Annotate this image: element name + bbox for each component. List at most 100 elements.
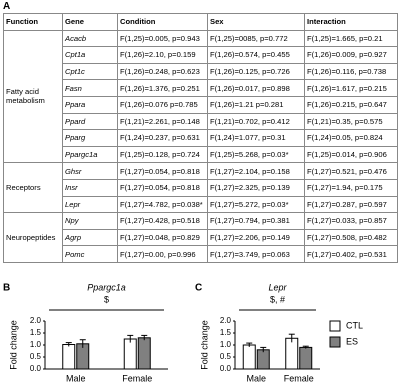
chart-title: Ppargc1a xyxy=(87,282,126,292)
legend-swatch xyxy=(329,320,341,332)
y-tick-label: 1.5 xyxy=(220,328,232,337)
y-tick-label: 2.0 xyxy=(30,316,42,325)
stat-cell: F(1,24)=0.237, p=0.631 xyxy=(117,129,208,147)
stat-cell: F(1,25)=0.005, p=0.943 xyxy=(117,29,208,48)
table-row: Lepr F(1,27)=4.782, p=0.038* F(1,27)=5.272… xyxy=(4,195,398,214)
gene: Cpt1c xyxy=(62,62,118,81)
table-row: Pomc F(1,27)=0.00, p=0.996 F(1,27)=3.749, … xyxy=(4,245,398,263)
stat-cell: F(1,25)=5.268, p=0.03* xyxy=(207,145,305,164)
chart-title: Lepr xyxy=(268,282,287,292)
bar xyxy=(256,349,270,370)
stat-cell: F(1,27)=2.206, p=0.149 xyxy=(207,228,305,247)
table-row: Agrp F(1,27)=0.048, p=0.829 F(1,27)=2.206,… xyxy=(4,228,398,247)
stat-cell: F(1,25)=0085, p=0.772 xyxy=(207,29,305,48)
stat-cell: F(1,21)=2.261, p=0.148 xyxy=(117,112,208,131)
stat-cell: F(1,26)=0.248, p=0.623 xyxy=(117,62,208,81)
legend-label: CTL xyxy=(346,320,363,330)
table-row: Ppard F(1,21)=2.261, p=0.148 F(1,21)=0.702… xyxy=(4,112,398,131)
stats-table: Function Gene Condition Sex Interaction Fatty… xyxy=(3,13,398,263)
legend-label: ES xyxy=(346,336,358,346)
gene: Ppard xyxy=(62,112,118,131)
header-cell: Condition xyxy=(117,13,208,31)
stat-cell: F(1,27)=0.287, p=0.597 xyxy=(304,195,398,214)
header-cell: Function xyxy=(3,13,63,31)
table-row: Insr F(1,27)=0.054, p=0.818 F(1,27)=2.325,… xyxy=(4,178,398,197)
stat-cell: F(1,24)=0.05, p=0.824 xyxy=(304,129,398,147)
table-row: Cpt1c F(1,26)=0.248, p=0.623 F(1,26)=0.125… xyxy=(4,62,398,81)
stat-cell: F(1,27)=0.428, p=0.518 xyxy=(117,212,208,230)
x-tick-label: Male xyxy=(246,373,266,383)
stat-cell: F(1,26)=1.376, p=0.251 xyxy=(117,79,208,97)
y-tick-label: 1.5 xyxy=(30,328,42,337)
panel-label: C xyxy=(195,283,202,294)
y-tick-label: 1.0 xyxy=(220,340,232,349)
gene: Cpt1a xyxy=(62,46,118,64)
stat-cell: F(1,27)=0.054, p=0.818 xyxy=(117,178,208,197)
stat-cell: F(1,27)=4.782, p=0.038* xyxy=(117,195,208,214)
stat-cell: F(1,27)=0.521, p=0.476 xyxy=(304,162,398,180)
bar xyxy=(137,337,151,370)
gene: Pomc xyxy=(62,245,118,263)
function-cell: Neuropeptides xyxy=(3,212,63,263)
y-tick-label: 2.0 xyxy=(220,316,232,325)
function-cell: Fatty acid metabolism xyxy=(3,29,63,164)
annotation: $, # xyxy=(270,294,285,304)
gene: Npy xyxy=(62,212,118,230)
table-row: Ppara F(1,26)=0.076 p=0.785 F(1,26)=1.21 p… xyxy=(4,95,398,114)
stat-cell: F(1,27)=0.00, p=0.996 xyxy=(117,245,208,263)
bar xyxy=(123,338,137,370)
header-cell: Sex xyxy=(207,13,305,31)
table-row: Fatty acid metabolism Acacb F(1,25)=0.005,… xyxy=(3,29,398,164)
bar xyxy=(299,346,313,370)
stat-cell: F(1,26)=1.617, p=0.215 xyxy=(304,79,398,97)
stat-cell: F(1,27)=2.325, p=0.139 xyxy=(207,178,305,197)
charts: B Ppargc1a $ Fold change 0.0 0.5 1.0 1.5 2.0 Male… xyxy=(3,282,363,383)
stat-cell: F(1,25)=0.128, p=0.724 xyxy=(117,145,208,164)
stat-cell: F(1,24)=1.077, p=0.31 xyxy=(207,129,305,147)
annotation: $ xyxy=(104,294,109,304)
gene: Fasn xyxy=(62,79,118,97)
table-row: Pparg F(1,24)=0.237, p=0.631 F(1,24)=1.077… xyxy=(4,129,398,147)
bar xyxy=(62,344,76,370)
table-row: Receptors Ghsr F(1,27)=0.054, p=0.818 F(1,2… xyxy=(3,162,398,214)
stat-cell: F(1,26)=0.017, p=0.898 xyxy=(207,79,305,97)
y-axis-label: Fold change xyxy=(199,320,209,370)
stat-cell: F(1,25)=0.014, p=0.906 xyxy=(304,145,398,164)
stat-cell: F(1,25)=1.665, p=0.21 xyxy=(304,29,398,48)
gene: Ghsr xyxy=(62,162,118,180)
x-tick-label: Male xyxy=(66,373,86,383)
gene: Agrp xyxy=(62,228,118,247)
gene: Acacb xyxy=(62,29,118,48)
stat-cell: F(1,27)=1.94, p=0.175 xyxy=(304,178,398,197)
stat-cell: F(1,21)=0.35, p=0.575 xyxy=(304,112,398,131)
y-tick-label: 0.0 xyxy=(220,364,232,373)
table-row: Cpt1a F(1,26)=2.10, p=0.159 F(1,26)=0.574,… xyxy=(4,46,398,64)
table-row: Neuropeptides Npy F(1,27)=0.428, p=0.518 F(… xyxy=(3,212,398,263)
stat-cell: F(1,21)=0.702, p=0.412 xyxy=(207,112,305,131)
header-cell: Interaction xyxy=(304,13,398,31)
stat-cell: F(1,26)=0.009, p=0.927 xyxy=(304,46,398,64)
table-row: Ppargc1a F(1,25)=0.128, p=0.724 F(1,25)=5.… xyxy=(4,145,398,164)
stat-cell: F(1,27)=0.402, p=0.531 xyxy=(304,245,398,263)
legend-swatch xyxy=(329,336,341,348)
stat-cell: F(1,27)=0.048, p=0.829 xyxy=(117,228,208,247)
stat-cell: F(1,27)=0.508, p=0.482 xyxy=(304,228,398,247)
x-tick-label: Female xyxy=(284,373,314,383)
bar xyxy=(285,337,299,370)
gene: Lepr xyxy=(62,195,118,214)
gene: Ppara xyxy=(62,95,118,114)
stat-cell: F(1,27)=0.054, p=0.818 xyxy=(117,162,208,180)
table-row: Fasn F(1,26)=1.376, p=0.251 F(1,26)=0.017,… xyxy=(4,79,398,97)
stat-cell: F(1,27)=2.104, p=0.158 xyxy=(207,162,305,180)
stat-cell: F(1,26)=2.10, p=0.159 xyxy=(117,46,208,64)
bar xyxy=(242,344,256,370)
gene: Ppargc1a xyxy=(62,145,118,164)
y-tick-label: 0.5 xyxy=(30,352,42,361)
panel-label: B xyxy=(3,283,10,294)
gene: Insr xyxy=(62,178,118,197)
gene: Pparg xyxy=(62,129,118,147)
y-tick-label: 1.0 xyxy=(30,340,42,349)
function-cell: Receptors xyxy=(3,162,63,214)
stat-cell: F(1,26)=0.574, p=0.455 xyxy=(207,46,305,64)
